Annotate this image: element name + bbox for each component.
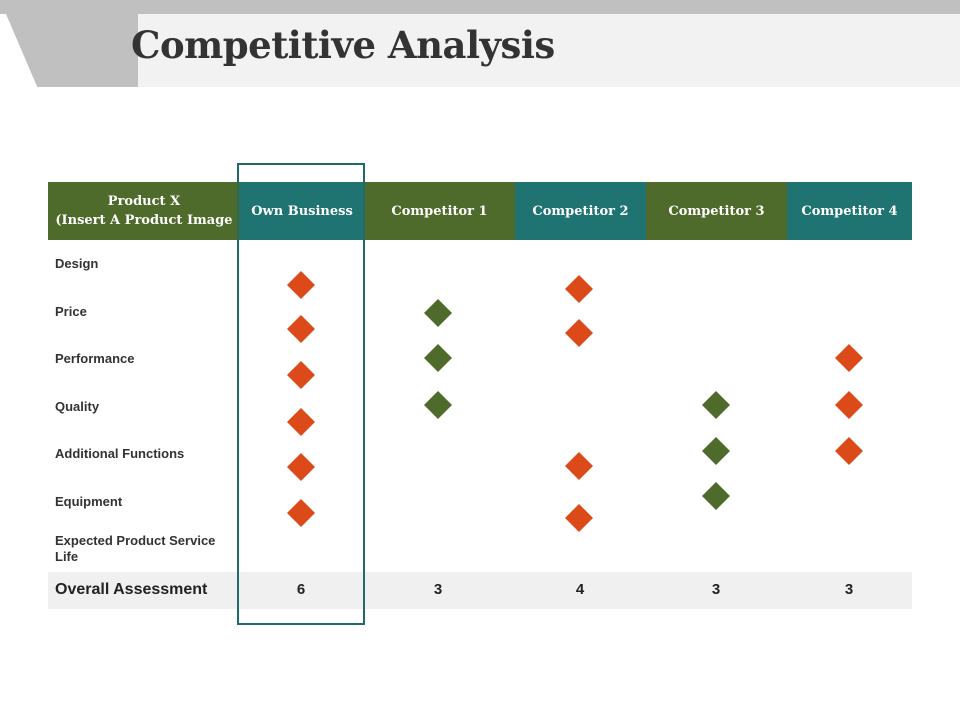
assessment-value-own-business: 6	[296, 581, 306, 598]
assessment-label: Overall Assessment	[55, 581, 208, 598]
assessment-value-competitor-3: 3	[711, 581, 721, 598]
row-label-quality: Quality	[55, 399, 100, 414]
row-label-design: Design	[55, 256, 99, 271]
diamond-marker-competitor-4-3	[835, 437, 863, 465]
col-header-competitor-2: Competitor 2	[515, 182, 646, 240]
col-header-competitor-3: Competitor 3	[646, 182, 787, 240]
diamond-marker-competitor-2-3	[565, 452, 593, 480]
col-header-own-business: Own Business	[240, 182, 364, 240]
row-label-additional-functions: Additional Functions	[55, 446, 185, 461]
row-label-equipment: Equipment	[55, 494, 123, 509]
diamond-marker-competitor-2-4	[565, 504, 593, 532]
diamond-marker-competitor-4-2	[835, 391, 863, 419]
slide-title: Competitive Analysis	[131, 23, 555, 67]
banner-top-bar	[0, 0, 960, 14]
diamond-marker-competitor-1-1	[424, 299, 452, 327]
assessment-value-competitor-2: 4	[575, 581, 585, 598]
assessment-row	[48, 572, 912, 609]
own-business-highlight-frame	[237, 163, 365, 625]
banner-wedge	[0, 0, 138, 87]
diamond-marker-competitor-3-3	[702, 482, 730, 510]
diamond-marker-competitor-3-1	[702, 391, 730, 419]
diamond-marker-competitor-2-1	[565, 275, 593, 303]
row-label-expected-service-life: Expected Product Service Life	[55, 533, 216, 564]
title-band	[118, 14, 960, 87]
assessment-value-competitor-4: 3	[844, 581, 854, 598]
diamond-marker-competitor-1-2	[424, 344, 452, 372]
diamond-marker-competitor-2-2	[565, 319, 593, 347]
col-header-competitor-1: Competitor 1	[364, 182, 515, 240]
diamond-marker-competitor-3-2	[702, 437, 730, 465]
row-label-price: Price	[55, 304, 87, 319]
diamond-marker-competitor-1-3	[424, 391, 452, 419]
assessment-value-competitor-1: 3	[433, 581, 443, 598]
row-label-performance: Performance	[55, 351, 135, 366]
product-header: Product X (Insert A Product Image	[48, 182, 240, 240]
diamond-marker-competitor-4-1	[835, 344, 863, 372]
col-header-competitor-4: Competitor 4	[787, 182, 912, 240]
